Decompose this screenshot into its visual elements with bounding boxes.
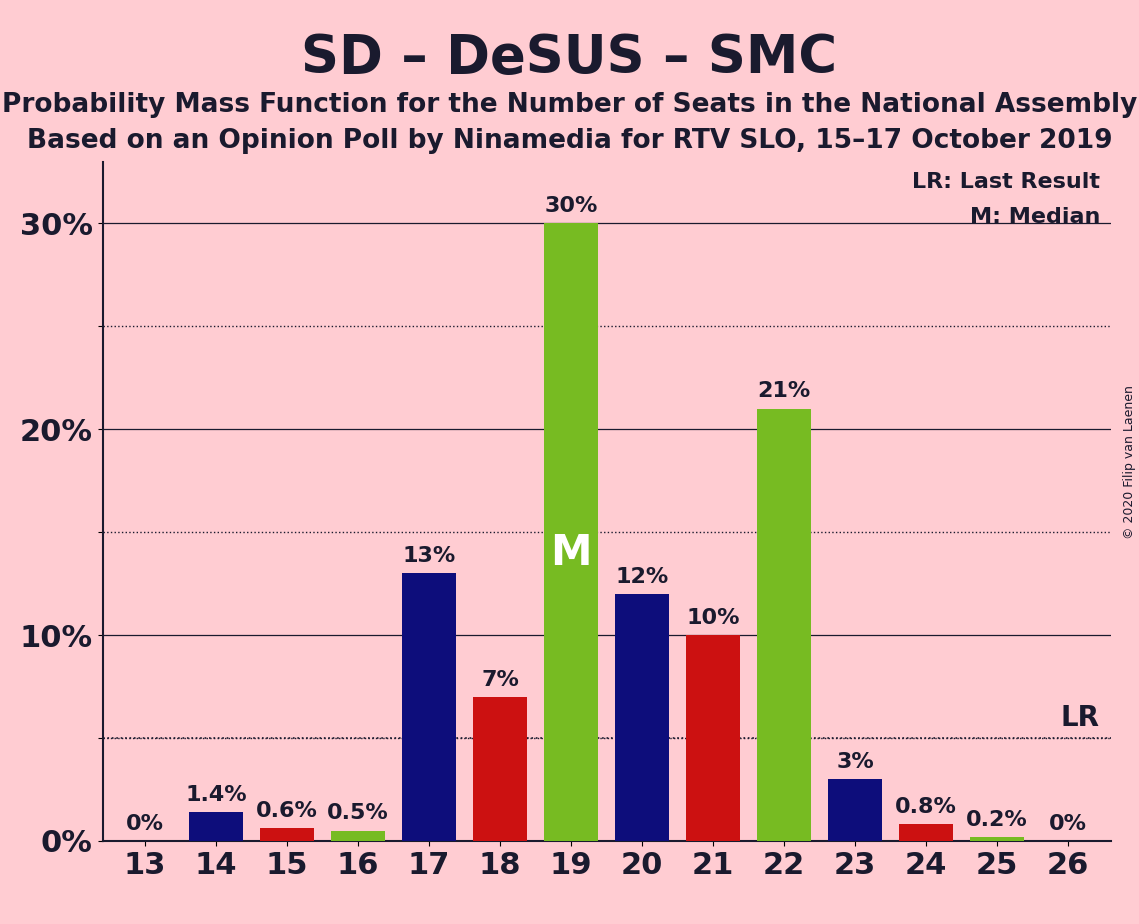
Text: M: M: [550, 531, 592, 574]
Bar: [615, 594, 669, 841]
Bar: [757, 408, 811, 841]
Text: 0.8%: 0.8%: [895, 797, 957, 817]
Text: 0.5%: 0.5%: [327, 803, 388, 823]
Bar: [402, 573, 456, 841]
Bar: [970, 837, 1024, 841]
Text: M: Median: M: Median: [969, 207, 1100, 227]
Text: LR: Last Result: LR: Last Result: [912, 172, 1100, 192]
Bar: [544, 224, 598, 841]
Text: SD – DeSUS – SMC: SD – DeSUS – SMC: [302, 32, 837, 84]
Bar: [687, 635, 739, 841]
Bar: [331, 831, 385, 841]
Text: Probability Mass Function for the Number of Seats in the National Assembly: Probability Mass Function for the Number…: [2, 92, 1137, 118]
Text: 7%: 7%: [481, 670, 519, 689]
Text: 30%: 30%: [544, 196, 598, 216]
Text: 0%: 0%: [1049, 814, 1087, 833]
Bar: [900, 824, 952, 841]
Text: © 2020 Filip van Laenen: © 2020 Filip van Laenen: [1123, 385, 1137, 539]
Bar: [261, 829, 313, 841]
Text: 13%: 13%: [402, 546, 456, 566]
Text: 0%: 0%: [126, 814, 164, 833]
Bar: [474, 697, 526, 841]
Text: 1.4%: 1.4%: [186, 784, 247, 805]
Text: 3%: 3%: [836, 752, 874, 772]
Bar: [828, 779, 882, 841]
Text: 12%: 12%: [615, 566, 669, 587]
Text: 0.2%: 0.2%: [966, 809, 1027, 830]
Bar: [189, 812, 243, 841]
Text: 21%: 21%: [757, 382, 811, 401]
Text: 0.6%: 0.6%: [256, 801, 318, 821]
Text: LR: LR: [1060, 704, 1100, 732]
Text: Based on an Opinion Poll by Ninamedia for RTV SLO, 15–17 October 2019: Based on an Opinion Poll by Ninamedia fo…: [26, 128, 1113, 153]
Text: 10%: 10%: [687, 608, 739, 627]
